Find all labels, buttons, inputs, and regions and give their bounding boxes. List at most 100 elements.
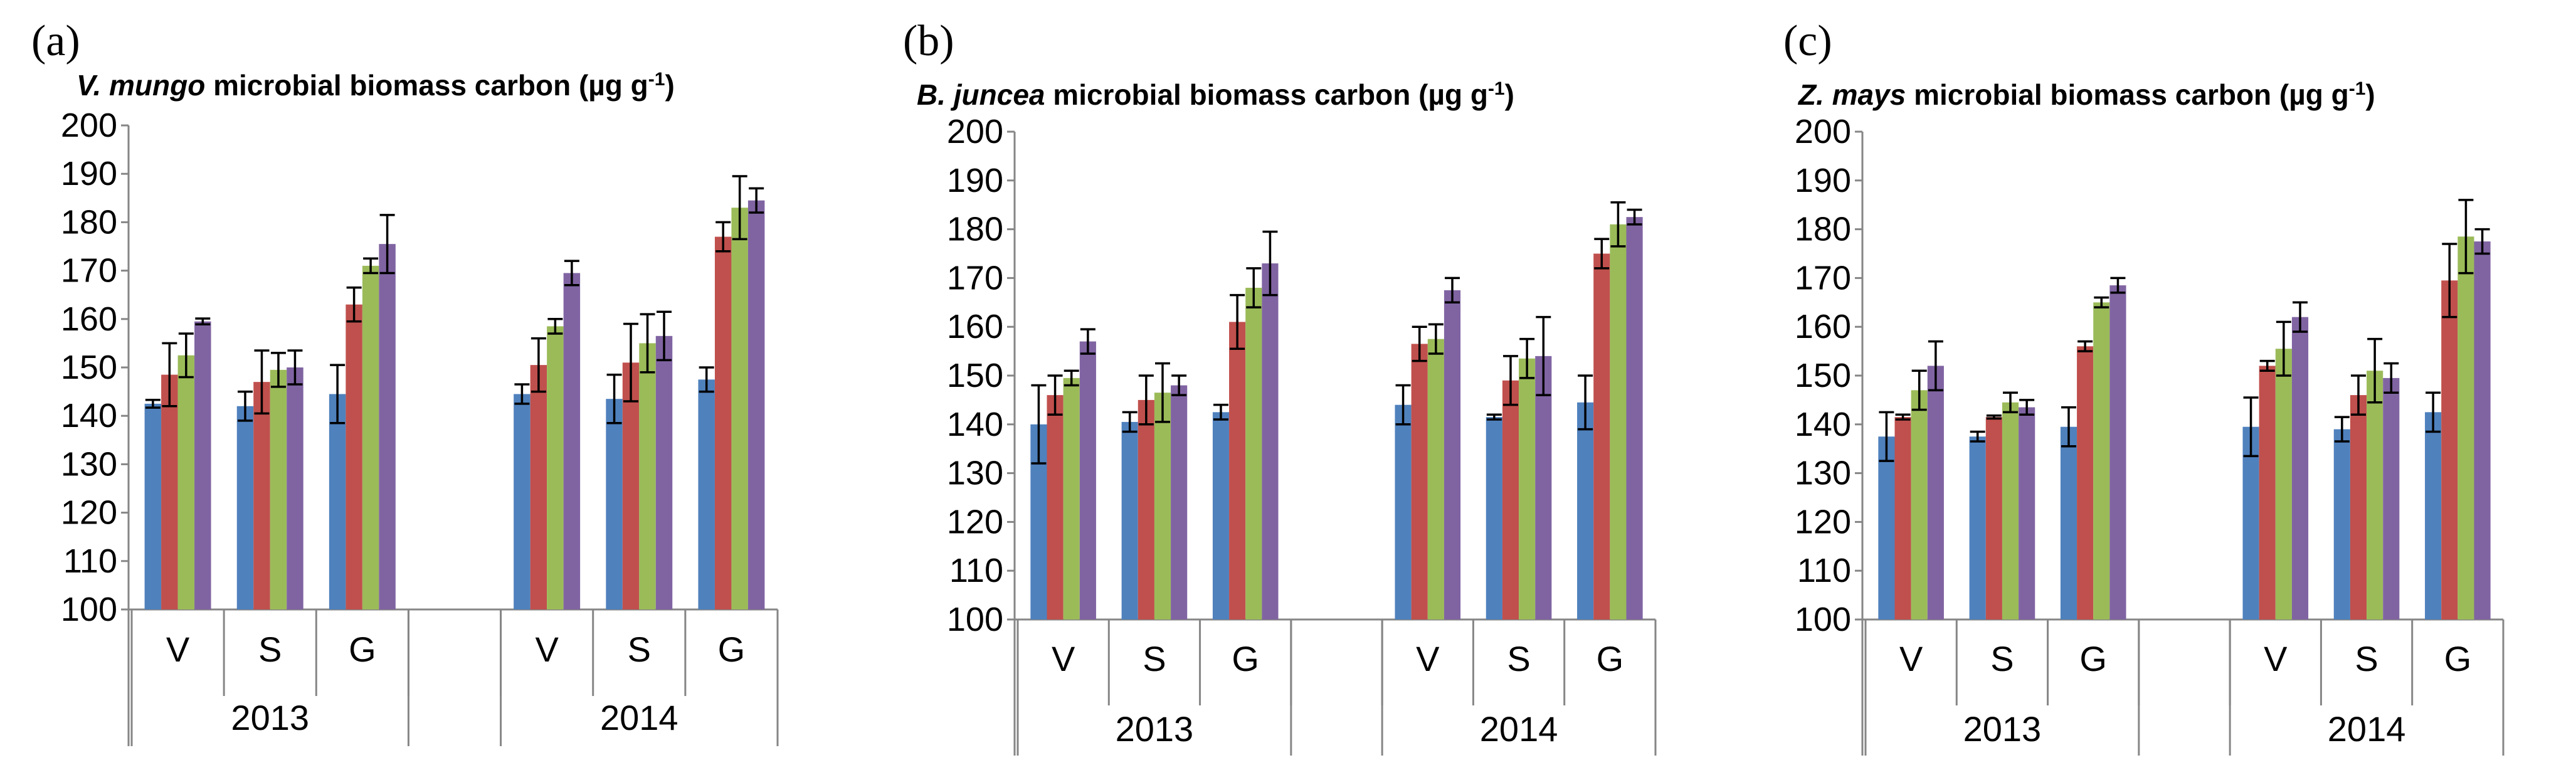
- bar: [1411, 344, 1428, 619]
- bar: [698, 379, 715, 609]
- bar: [2457, 236, 2474, 619]
- category-label: V: [1416, 639, 1440, 678]
- y-tick-label: 190: [1795, 162, 1851, 199]
- bar: [563, 273, 581, 610]
- category-label: V: [166, 630, 190, 669]
- bar: [2002, 402, 2019, 619]
- y-tick-label: 200: [1795, 113, 1851, 150]
- bar: [2109, 285, 2126, 619]
- y-tick-label: 180: [947, 211, 1003, 248]
- bar: [1444, 290, 1461, 620]
- category-label: S: [1990, 639, 2014, 678]
- bar: [1519, 358, 1536, 619]
- bar: [1427, 339, 1444, 619]
- category-label: S: [2355, 639, 2378, 678]
- y-tick-label: 130: [947, 455, 1003, 492]
- bar: [1626, 217, 1643, 619]
- panel-label: (b): [903, 17, 954, 65]
- category-label: V: [1052, 639, 1075, 678]
- y-tick-label: 110: [1797, 552, 1851, 589]
- panel-label: (a): [31, 17, 80, 65]
- bar: [2077, 346, 2094, 619]
- group-label: 2013: [1116, 709, 1194, 749]
- bar: [547, 326, 564, 609]
- y-tick-label: 140: [947, 406, 1003, 443]
- y-tick-label: 150: [61, 349, 117, 386]
- y-tick-label: 190: [947, 162, 1003, 199]
- category-label: S: [628, 630, 651, 669]
- bar: [1610, 224, 1627, 619]
- bar: [1079, 341, 1096, 619]
- y-tick-label: 160: [947, 308, 1003, 345]
- bar: [1927, 366, 1944, 619]
- y-tick-label: 140: [61, 397, 117, 435]
- bar: [1894, 417, 1911, 619]
- bar: [236, 406, 254, 609]
- bar: [1577, 402, 1594, 619]
- bar: [1593, 253, 1610, 619]
- bar: [1502, 380, 1519, 619]
- bar: [2383, 377, 2400, 619]
- category-label: V: [2264, 639, 2288, 678]
- bar: [1911, 390, 1928, 619]
- category-label: S: [1143, 639, 1166, 678]
- y-tick-label: 170: [947, 259, 1003, 297]
- y-tick-label: 160: [1795, 308, 1851, 345]
- y-tick-label: 120: [1795, 503, 1851, 540]
- bar: [2093, 302, 2110, 619]
- bar: [731, 208, 748, 609]
- category-label: G: [349, 630, 376, 669]
- y-tick-label: 200: [61, 107, 117, 144]
- bar: [1985, 417, 2002, 619]
- category-label: G: [1232, 639, 1259, 678]
- bar: [177, 355, 195, 609]
- y-tick-label: 200: [947, 113, 1003, 150]
- bar: [2019, 407, 2035, 619]
- y-tick-label: 170: [61, 252, 117, 290]
- bar: [346, 304, 362, 609]
- bar: [253, 382, 270, 609]
- y-tick-label: 100: [1795, 601, 1851, 638]
- bar: [2060, 426, 2077, 619]
- bar: [2425, 412, 2442, 619]
- bar: [1229, 322, 1246, 619]
- chart-title: Z. mays microbial biomass carbon (µg g-1…: [1797, 78, 2375, 112]
- bar: [655, 335, 673, 609]
- bar: [2474, 241, 2491, 619]
- bar: [2291, 317, 2309, 619]
- bar: [747, 200, 765, 609]
- bar: [514, 394, 531, 609]
- bar: [1171, 385, 1188, 619]
- bar: [606, 399, 623, 609]
- chart-panel-2: (b) B. juncea microbial biomass carbon (µ…: [903, 17, 1657, 756]
- group-label: 2014: [1480, 709, 1558, 749]
- category-label: V: [1899, 639, 1923, 678]
- y-tick-label: 130: [1795, 455, 1851, 492]
- y-tick-label: 170: [1795, 259, 1851, 297]
- bar: [194, 321, 211, 609]
- bar: [2333, 429, 2350, 619]
- bar: [1969, 436, 1986, 619]
- category-label: V: [535, 630, 559, 669]
- bar: [1121, 421, 1138, 619]
- category-label: G: [718, 630, 746, 669]
- category-label: S: [1507, 639, 1530, 678]
- bar: [1154, 393, 1171, 619]
- bar: [530, 365, 547, 609]
- y-tick-label: 110: [949, 552, 1003, 589]
- bar: [2242, 426, 2259, 619]
- bar: [2441, 280, 2458, 619]
- bar: [1245, 287, 1262, 620]
- group-label: 2014: [2328, 709, 2406, 749]
- y-tick-label: 100: [61, 591, 117, 628]
- bar: [144, 403, 162, 609]
- y-tick-label: 120: [61, 494, 117, 532]
- y-tick-label: 160: [61, 300, 117, 338]
- chart-title: B. juncea microbial biomass carbon (µg g…: [917, 78, 1514, 112]
- y-tick-label: 180: [1795, 211, 1851, 248]
- chart-panel-1: (a) V. mungo microbial biomass carbon (µg…: [31, 17, 779, 746]
- bar: [1138, 399, 1154, 619]
- bar: [1535, 356, 1552, 619]
- bar: [270, 369, 287, 609]
